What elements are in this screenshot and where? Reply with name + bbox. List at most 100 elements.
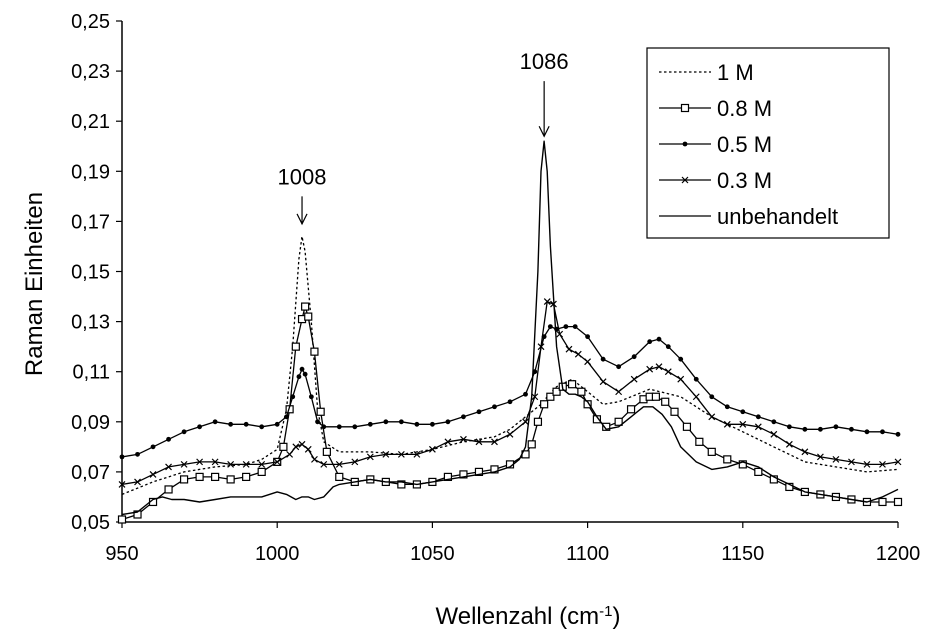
marker-dot [290,394,296,400]
marker-x [335,460,343,468]
marker-dot [547,324,553,330]
marker-dot [445,419,451,425]
marker-x [273,458,281,466]
y-tick-label: 0,13 [71,312,110,334]
marker-dot [352,424,358,430]
legend: 1 M 0.8 M 0.5 M 0.3 M unbehandelt [646,47,890,239]
marker-x [655,363,663,371]
marker-x [227,460,235,468]
marker-dot [818,426,823,432]
marker-dot [296,374,302,380]
marker-x [574,350,582,358]
marker-square [211,472,220,482]
x-tick-label: 1150 [721,543,764,565]
x-tick-label: 950 [105,543,138,565]
marker-dot [864,429,870,435]
marker-square [316,407,325,416]
marker-dot [647,339,653,345]
marker-x [475,438,483,446]
marker-x [320,460,328,468]
marker-x [630,375,638,383]
marker-dot [656,336,662,342]
marker-dot [299,366,305,372]
marker-square [474,467,484,476]
marker-dot [880,429,885,435]
marker-dot [771,419,777,425]
marker-dot [166,436,171,442]
marker-dot [631,354,637,360]
marker-x [118,481,126,488]
marker-square [226,475,235,484]
marker-dot [709,394,715,400]
marker-x [556,330,564,338]
marker-x [460,435,467,443]
marker-square [602,422,611,431]
marker-square [680,103,690,113]
annotation-arrow-head [296,213,308,226]
marker-square [304,312,313,321]
legend-item: 0.8 M [659,96,772,121]
marker-x [708,413,716,421]
marker-x [413,450,421,458]
marker-dot [682,141,688,147]
marker-square [195,472,204,482]
marker-dot [212,419,218,425]
peak-annotation: 1008 [278,164,327,226]
marker-x [615,388,623,396]
marker-x [770,430,778,438]
marker-x [832,455,840,463]
marker-x [584,358,592,366]
legend-item: 1 M [659,60,754,85]
marker-dot [802,426,808,432]
marker-square [785,482,794,492]
marker-x [382,450,390,458]
marker-x [565,345,573,353]
legend-label: 0.3 M [717,168,772,193]
marker-dot [135,451,140,457]
marker-square [546,392,555,401]
y-tick-label: 0,05 [71,512,110,534]
marker-x [292,443,300,451]
marker-square [651,392,660,401]
series-line [121,325,899,458]
y-tick-label: 0,07 [71,462,110,484]
marker-x [692,393,700,401]
marker-x [754,423,762,431]
marker-dot [755,414,761,420]
legend-item: 0.3 M [659,168,772,193]
series-line [121,140,899,516]
marker-square [878,497,887,507]
annotation-arrow-head [538,125,550,138]
series-line [121,300,899,486]
marker-x [211,458,219,466]
marker-dot [600,356,606,362]
marker-dot [572,324,578,330]
marker-x [599,378,607,386]
marker-dot [243,421,249,427]
marker-x [444,438,452,446]
marker-dot [150,444,156,450]
marker-dot [740,409,746,415]
marker-dot [259,424,265,430]
marker-x [863,460,871,468]
marker-dot [507,399,513,405]
marker-dot [476,409,482,415]
y-axis-title: Raman Einheiten [21,192,48,376]
marker-square [707,447,716,456]
marker-x [298,440,306,448]
marker-x [242,460,250,468]
marker-x [196,458,204,466]
legend-label: unbehandelt [717,204,838,229]
marker-dot [197,424,203,430]
marker-x [286,450,294,458]
marker-square [242,472,251,482]
legend-label: 0.8 M [717,96,772,121]
marker-square [723,455,732,464]
x-axis-title-close: ) [612,603,620,630]
marker-dot [563,324,569,330]
x-tick-label: 1100 [566,543,609,565]
marker-dot [302,371,308,377]
series-0 [121,235,899,496]
y-tick-label: 0,19 [71,161,110,183]
